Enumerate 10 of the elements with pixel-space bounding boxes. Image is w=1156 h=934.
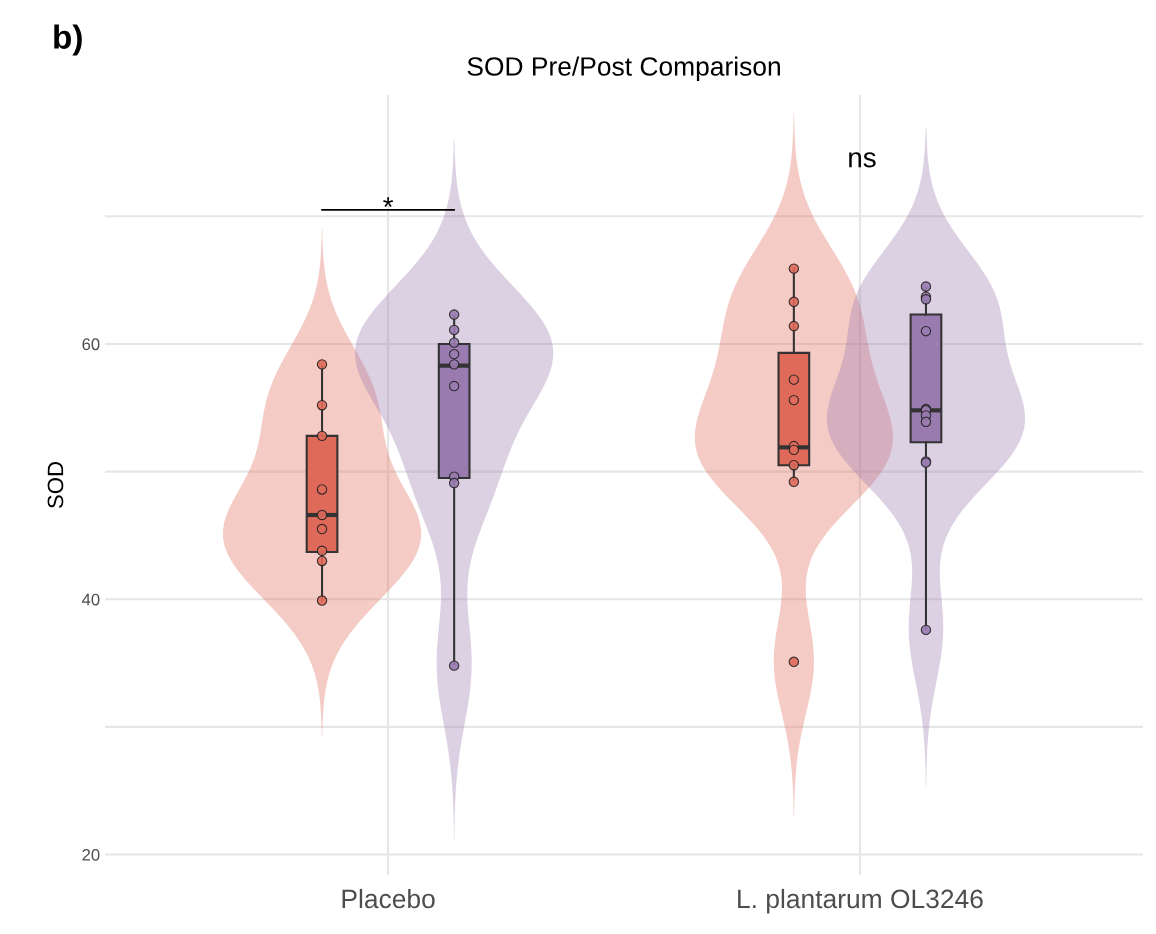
text: b) (54, 24, 82, 56)
y-tick-label: 40 (81, 593, 100, 606)
annotation: * (383, 197, 394, 208)
x-tick-label: Placebo (342, 888, 435, 909)
y-tick-label: 60 (82, 338, 100, 351)
x-tick-label: L. plantarum OL3246 (738, 888, 983, 914)
annotation: ns (849, 152, 876, 168)
y-axis-title: SOD (47, 461, 64, 509)
y-tick-label: 20 (82, 848, 100, 861)
chart-title: SOD Pre/Post Comparison (467, 56, 780, 82)
